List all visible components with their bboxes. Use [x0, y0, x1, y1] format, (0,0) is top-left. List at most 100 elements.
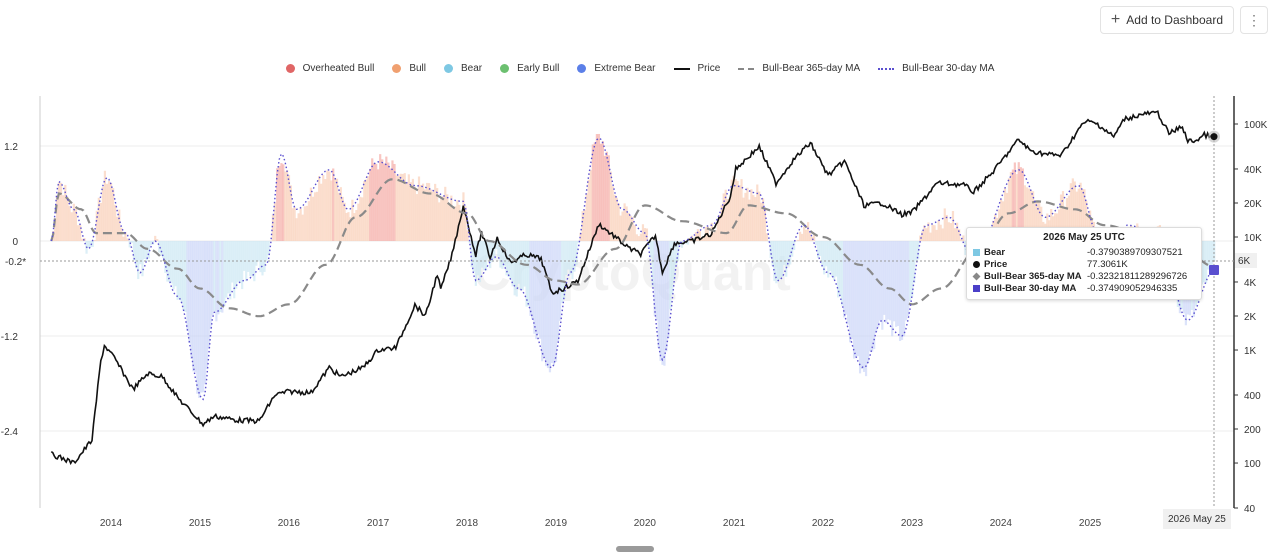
scroll-handle[interactable]: [616, 546, 654, 552]
x-tick-label: 2025: [1079, 518, 1102, 529]
regime-bar: [783, 241, 786, 265]
regime-bar: [615, 197, 618, 241]
legend-item[interactable]: Early Bull: [500, 63, 559, 74]
regime-bar: [221, 241, 224, 313]
regime-bar: [55, 195, 59, 241]
regime-bar: [1025, 187, 1029, 241]
regime-bar: [1019, 167, 1022, 241]
regime-bar: [349, 217, 352, 241]
legend-item[interactable]: Bull: [392, 63, 426, 74]
regime-bar: [265, 241, 268, 261]
plus-icon: +: [1110, 11, 1121, 28]
regime-bar: [68, 205, 71, 241]
regime-bar: [817, 241, 820, 258]
legend-label: Bull-Bear 365-day MA: [762, 63, 861, 74]
regime-bar: [114, 204, 117, 241]
regime-bar: [297, 213, 300, 241]
regime-bar: [423, 189, 427, 241]
legend-item[interactable]: Bull-Bear 365-day MA: [738, 63, 860, 74]
legend-item[interactable]: Overheated Bull: [285, 63, 374, 74]
regime-bar: [698, 230, 701, 241]
regime-bar: [958, 229, 961, 241]
regime-bar: [122, 236, 125, 241]
regime-bar: [873, 241, 876, 350]
more-options-button[interactable]: ⋮: [1240, 6, 1268, 34]
regime-bar: [905, 241, 908, 321]
regime-bar: [730, 179, 733, 241]
x-tick-label: 2023: [901, 518, 924, 529]
regime-bar: [305, 205, 308, 241]
regime-bar: [335, 178, 339, 241]
regime-bar: [389, 168, 392, 241]
regime-bar: [728, 198, 731, 241]
regime-bar: [174, 241, 177, 287]
regime-bar: [734, 178, 737, 241]
regime-bar: [315, 191, 319, 241]
add-to-dashboard-button[interactable]: + Add to Dashboard: [1099, 6, 1234, 34]
regime-bar: [933, 225, 936, 241]
regime-bar: [501, 241, 504, 269]
regime-bar: [276, 168, 279, 241]
regime-bar: [667, 241, 670, 339]
regime-bar: [282, 164, 285, 241]
legend-item[interactable]: Extreme Bear: [577, 63, 656, 74]
legend-item[interactable]: Price: [673, 63, 720, 74]
regime-bar: [495, 241, 498, 250]
regime-bar: [621, 211, 624, 241]
regime-bar: [1050, 208, 1053, 241]
legend-label: Bull: [409, 63, 426, 74]
regime-bar: [198, 241, 201, 398]
regime-bar: [589, 170, 592, 241]
regime-bar: [311, 196, 315, 241]
regime-bar: [895, 241, 898, 327]
regime-bar: [718, 214, 721, 241]
regime-bar: [397, 175, 400, 241]
regime-bar: [326, 170, 329, 241]
regime-bar: [809, 232, 812, 241]
regime-bar: [864, 241, 868, 377]
regime-bar: [585, 193, 588, 241]
regime-bar: [361, 197, 364, 241]
regime-bar: [690, 235, 694, 241]
regime-bar: [93, 240, 96, 241]
regime-bar: [567, 241, 570, 270]
regime-bar: [107, 180, 111, 241]
regime-bar: [278, 165, 281, 241]
regime-bar: [575, 241, 578, 266]
regime-bar: [103, 170, 107, 241]
regime-bar: [1011, 169, 1014, 241]
regime-bar: [381, 159, 384, 241]
regime-bar: [456, 200, 459, 241]
regime-bar: [89, 241, 92, 248]
regime-bar: [170, 241, 173, 284]
legend-item[interactable]: Bear: [444, 63, 482, 74]
regime-bar: [837, 241, 840, 298]
regime-bar: [66, 196, 69, 241]
tooltip-marker: [973, 260, 980, 268]
regime-bar: [81, 238, 84, 241]
regime-bar: [775, 241, 778, 284]
regime-bar: [373, 163, 376, 241]
regime-bar: [641, 224, 645, 241]
regime-bar: [355, 210, 358, 241]
legend-item[interactable]: Bull-Bear 30-day MA: [878, 63, 994, 74]
regime-bar: [849, 241, 852, 343]
regime-bar: [1001, 201, 1005, 241]
regime-bar: [1079, 182, 1082, 241]
regime-bar: [797, 239, 800, 241]
tooltip-row: Bear -0.3790389709307521: [973, 246, 1195, 258]
regime-bar: [79, 224, 82, 241]
regime-bar: [593, 142, 596, 241]
regime-bar: [525, 241, 528, 307]
tooltip-name: Bull-Bear 365-day MA: [984, 270, 1082, 282]
tooltip-title: 2026 May 25 UTC: [1043, 232, 1125, 243]
regime-bar: [480, 241, 484, 268]
regime-bar: [563, 241, 566, 299]
regime-bar: [76, 225, 80, 241]
y-right-tick-label: 4K: [1244, 278, 1257, 289]
regime-bar: [124, 232, 127, 241]
chart-legend: Overheated Bull Bull Bear Early Bull Extreme…: [0, 63, 1280, 74]
regime-bar: [748, 199, 751, 241]
regime-bar: [781, 241, 784, 277]
